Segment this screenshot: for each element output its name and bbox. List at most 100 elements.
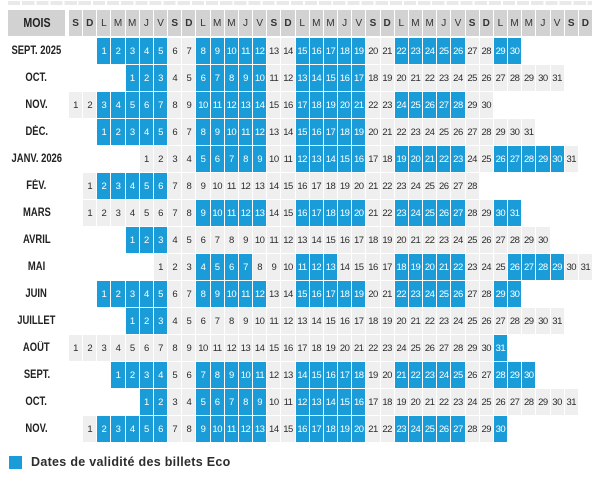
empty-cell <box>508 173 521 199</box>
day-cell: 12 <box>238 173 253 199</box>
valid-day-cell: 27 <box>451 200 465 226</box>
valid-day-cell: 7 <box>196 362 210 388</box>
valid-day-cell: 11 <box>238 119 253 145</box>
empty-cell <box>536 416 549 442</box>
valid-day-cell: 7 <box>153 92 168 118</box>
valid-day-cell: 17 <box>323 281 338 307</box>
month-days: 1 2 3 4 5 6 7 8 9 10 11 12 13 14 15 16 17 18 19 20 21 22 23 24 2… <box>69 227 592 253</box>
valid-day-cell: 3 <box>153 308 168 334</box>
day-letter: J <box>139 10 153 36</box>
day-cell: 20 <box>366 38 380 64</box>
day-cell: 4 <box>111 335 125 361</box>
day-cell: 9 <box>182 92 196 118</box>
day-cell: 20 <box>394 227 408 253</box>
valid-day-cell: 1 <box>97 119 111 145</box>
month-row: MAI 1 2 3 4 5 6 7 8 9 10 11 12 13 14 15 16 17 18 19 20 21 22 23… <box>8 254 592 280</box>
valid-day-cell: 11 <box>238 38 253 64</box>
day-cell: 2 <box>168 254 182 280</box>
valid-day-cell: 24 <box>423 38 437 64</box>
day-cell: 14 <box>267 416 281 442</box>
day-cell: 9 <box>267 254 281 280</box>
valid-day-cell: 16 <box>309 281 323 307</box>
day-cell: 24 <box>394 335 408 361</box>
month-row: SEPT. 1 2 3 4 5 6 7 8 9 10 11 12 13 14 15 16 17 18 19 20 21 22… <box>8 362 592 388</box>
day-cell: 30 <box>564 254 578 280</box>
day-cell: 27 <box>437 335 451 361</box>
valid-day-cell: 4 <box>125 416 139 442</box>
mois-header-cell: MOIS <box>8 10 65 36</box>
day-cell: 21 <box>408 227 423 253</box>
day-cell: 1 <box>83 173 97 199</box>
empty-cell <box>480 173 493 199</box>
month-days: 1 2 3 4 5 6 7 8 9 10 11 12 13 14 15 16 17 18 19 20 21 22 23 24 2… <box>69 38 592 64</box>
valid-day-cell: 6 <box>210 146 224 172</box>
day-cell: 23 <box>380 335 394 361</box>
valid-day-cell: 18 <box>394 254 408 280</box>
day-cell: 5 <box>125 335 139 361</box>
day-cell: 16 <box>281 335 295 361</box>
day-cell: 31 <box>578 254 592 280</box>
valid-day-cell: 13 <box>295 65 309 91</box>
valid-day-cell: 6 <box>224 254 238 280</box>
day-letter: D <box>182 10 196 36</box>
day-cell: 26 <box>493 389 508 415</box>
valid-day-cell: 18 <box>338 38 352 64</box>
empty-cell <box>69 281 82 307</box>
day-cell: 24 <box>479 254 493 280</box>
month-row: OCT. 1 2 3 4 5 6 7 8 9 10 11 12 13 14 15 16 17 18 19 20 21 22 2… <box>8 65 592 91</box>
day-letter: S <box>366 10 380 36</box>
empty-cell <box>579 416 592 442</box>
empty-cell <box>565 281 578 307</box>
valid-day-cell: 29 <box>493 281 508 307</box>
valid-day-cell: 4 <box>153 362 168 388</box>
valid-day-cell: 1 <box>97 281 111 307</box>
day-cell: 15 <box>281 173 295 199</box>
day-cell: 23 <box>465 254 479 280</box>
day-cell: 8 <box>224 227 238 253</box>
month-days: 1 2 3 4 5 6 7 8 9 10 11 12 13 14 15 16 17 18 19 20 21 22 23 24 2… <box>69 308 592 334</box>
day-cell: 11 <box>210 335 224 361</box>
valid-day-cell: 25 <box>437 38 451 64</box>
day-letter: L <box>493 10 508 36</box>
day-cell: 6 <box>182 362 196 388</box>
valid-day-cell: 23 <box>394 416 408 442</box>
day-letter: V <box>352 10 366 36</box>
valid-day-cell: 21 <box>437 254 451 280</box>
month-days: 1 2 3 4 5 6 7 8 9 10 11 12 13 14 15 16 17 18 19 20 21 22 23 24 2… <box>69 389 592 415</box>
month-row: JANV. 2026 1 2 3 4 5 6 7 8 9 10 11 12 13 14 15 16 17 18 19 2… <box>8 146 592 172</box>
day-cell: 17 <box>366 146 380 172</box>
day-cell: 17 <box>309 173 323 199</box>
day-cell: 24 <box>451 308 465 334</box>
day-cell: 20 <box>394 65 408 91</box>
empty-cell <box>126 254 139 280</box>
empty-cell <box>69 389 82 415</box>
empty-cell <box>522 335 535 361</box>
valid-day-cell: 18 <box>352 362 366 388</box>
valid-day-cell: 11 <box>224 200 238 226</box>
day-letter: S <box>564 10 578 36</box>
valid-day-cell: 9 <box>224 362 238 388</box>
day-cell: 4 <box>168 308 182 334</box>
valid-day-cell: 14 <box>323 146 338 172</box>
day-cell: 26 <box>451 119 465 145</box>
day-cell: 26 <box>465 362 479 388</box>
month-label: OCT. <box>25 396 48 408</box>
month-label: JUIN <box>25 288 48 300</box>
day-cell: 13 <box>267 38 281 64</box>
valid-day-cell: 17 <box>338 362 352 388</box>
day-cell: 13 <box>267 119 281 145</box>
day-cell: 2 <box>153 146 168 172</box>
day-cell: 26 <box>479 227 493 253</box>
day-cell: 19 <box>366 362 380 388</box>
month-row: SEPT. 2025 1 2 3 4 5 6 7 8 9 10 11 12 13 14 15 16 17 18 19 2… <box>8 38 592 64</box>
day-cell: 10 <box>267 146 281 172</box>
valid-day-cell: 2 <box>97 416 111 442</box>
day-cell: 7 <box>168 200 182 226</box>
month-row: NOV. 1 2 3 4 5 6 7 8 9 10 11 12 13 14 15 16 17 18 19 20 21 22 2… <box>8 416 592 442</box>
day-cell: 28 <box>508 308 522 334</box>
day-letter: L <box>196 10 210 36</box>
day-letter: J <box>338 10 352 36</box>
valid-day-cell: 28 <box>522 146 536 172</box>
